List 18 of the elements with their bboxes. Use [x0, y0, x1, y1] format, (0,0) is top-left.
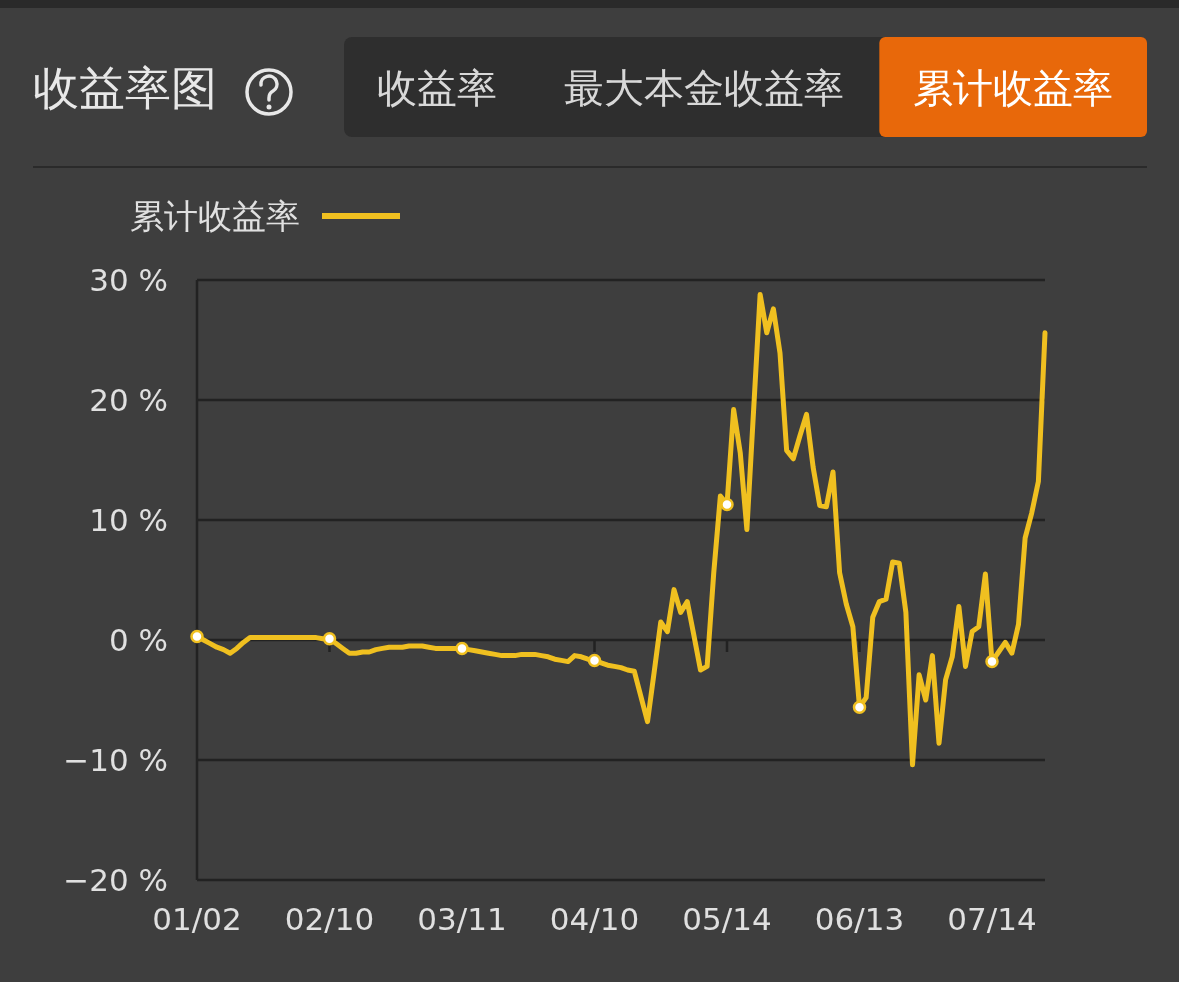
y-tick-label: 30 % [89, 262, 168, 298]
x-tick-label: 07/14 [947, 901, 1037, 937]
y-tick-label: 20 % [89, 382, 168, 418]
y-tick-label: −20 % [63, 862, 168, 898]
x-tick-label: 05/14 [682, 901, 772, 937]
x-tick-label: 02/10 [284, 901, 375, 937]
text: 累计收益率 [913, 65, 1114, 111]
y-tick-label: 10 % [89, 502, 168, 538]
x-tick-label: 04/10 [549, 901, 640, 937]
y-tick-label: 0 % [108, 622, 168, 658]
text: 最大本金收益率 [564, 65, 845, 111]
x-tick-label: 03/11 [417, 901, 507, 937]
y-tick-label: −10 % [63, 742, 168, 778]
x-tick-label: 06/13 [814, 901, 905, 937]
text: 收益率 [376, 65, 497, 111]
chart-title: 收益率图 [33, 61, 217, 115]
legend-label: 累计收益率 [130, 196, 300, 236]
x-tick-label: 01/02 [152, 901, 242, 937]
